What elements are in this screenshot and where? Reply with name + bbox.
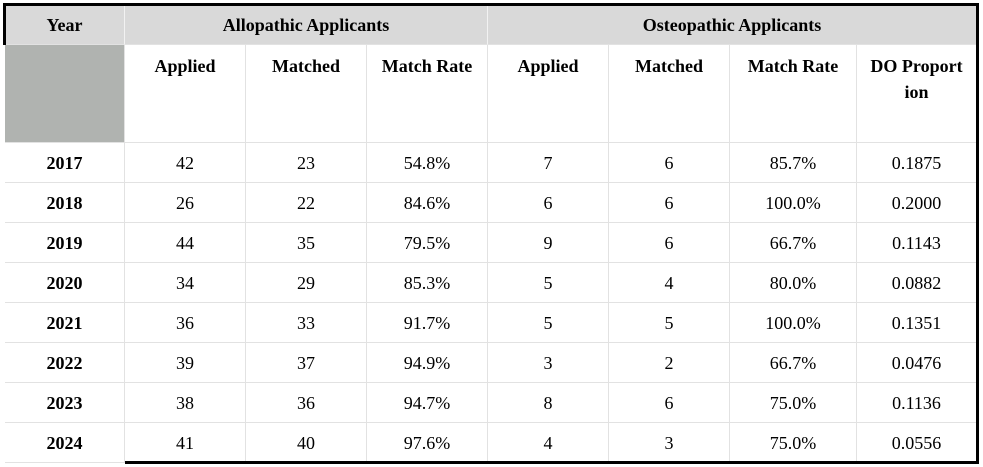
row-year: 2023 [5, 383, 125, 423]
table-cell: 4 [488, 423, 609, 463]
table-cell: 6 [609, 183, 730, 223]
table-cell: 44 [125, 223, 246, 263]
column-header: Match Rate [730, 45, 857, 143]
table-cell: 100.0% [730, 183, 857, 223]
table-cell: 26 [125, 183, 246, 223]
table-cell: 5 [488, 263, 609, 303]
table-cell: 34 [125, 263, 246, 303]
table-cell: 36 [246, 383, 367, 423]
table-cell: 0.1136 [857, 383, 977, 423]
row-year: 2021 [5, 303, 125, 343]
table-cell: 66.7% [730, 223, 857, 263]
column-header: DO Proportion [857, 45, 977, 143]
group-header: Osteopathic Applicants [488, 5, 977, 45]
table-cell: 4 [609, 263, 730, 303]
frame-left [3, 3, 6, 45]
table-cell: 35 [246, 223, 367, 263]
table-cell: 29 [246, 263, 367, 303]
table-cell: 37 [246, 343, 367, 383]
table-cell: 84.6% [367, 183, 488, 223]
table-cell: 33 [246, 303, 367, 343]
table-cell: 80.0% [730, 263, 857, 303]
table-cell: 5 [609, 303, 730, 343]
row-year: 2019 [5, 223, 125, 263]
table-cell: 3 [609, 423, 730, 463]
column-header: Matched [246, 45, 367, 143]
column-header: Applied [488, 45, 609, 143]
table-cell: 8 [488, 383, 609, 423]
table-cell: 39 [125, 343, 246, 383]
table: Year Allopathic Applicants Osteopathic App… [3, 3, 979, 464]
row-year: 2020 [5, 263, 125, 303]
table-cell: 3 [488, 343, 609, 383]
table-cell: 85.3% [367, 263, 488, 303]
column-header: Applied [125, 45, 246, 143]
row-year: 2017 [5, 143, 125, 183]
table-cell: 79.5% [367, 223, 488, 263]
column-header: Match Rate [367, 45, 488, 143]
table-cell: 6 [609, 223, 730, 263]
year-blank-cell [5, 45, 125, 143]
table-cell: 5 [488, 303, 609, 343]
table-cell: 0.1143 [857, 223, 977, 263]
table-cell: 0.0556 [857, 423, 977, 463]
table-cell: 22 [246, 183, 367, 223]
row-year: 2018 [5, 183, 125, 223]
table-cell: 9 [488, 223, 609, 263]
table-cell: 94.9% [367, 343, 488, 383]
table-cell: 97.6% [367, 423, 488, 463]
row-year: 2022 [5, 343, 125, 383]
table-cell: 42 [125, 143, 246, 183]
table-cell: 100.0% [730, 303, 857, 343]
table-cell: 23 [246, 143, 367, 183]
table-cell: 7 [488, 143, 609, 183]
group-header: Allopathic Applicants [125, 5, 488, 45]
table-cell: 75.0% [730, 423, 857, 463]
table-cell: 94.7% [367, 383, 488, 423]
table-cell: 66.7% [730, 343, 857, 383]
row-year: 2024 [5, 423, 125, 463]
table-cell: 6 [609, 383, 730, 423]
table-cell: 0.1351 [857, 303, 977, 343]
table-cell: 36 [125, 303, 246, 343]
table-cell: 85.7% [730, 143, 857, 183]
table-cell: 0.0476 [857, 343, 977, 383]
table-cell: 0.0882 [857, 263, 977, 303]
table-cell: 41 [125, 423, 246, 463]
table-cell: 0.1875 [857, 143, 977, 183]
frame-top [3, 3, 979, 6]
table-cell: 2 [609, 343, 730, 383]
table-cell: 75.0% [730, 383, 857, 423]
frame-right [976, 3, 979, 464]
table-cell: 40 [246, 423, 367, 463]
table-cell: 0.2000 [857, 183, 977, 223]
table-cell: 6 [488, 183, 609, 223]
frame-bottom [125, 461, 979, 464]
table-cell: 38 [125, 383, 246, 423]
year-header: Year [5, 5, 125, 45]
table-cell: 91.7% [367, 303, 488, 343]
column-header: Matched [609, 45, 730, 143]
table-cell: 54.8% [367, 143, 488, 183]
table-cell: 6 [609, 143, 730, 183]
